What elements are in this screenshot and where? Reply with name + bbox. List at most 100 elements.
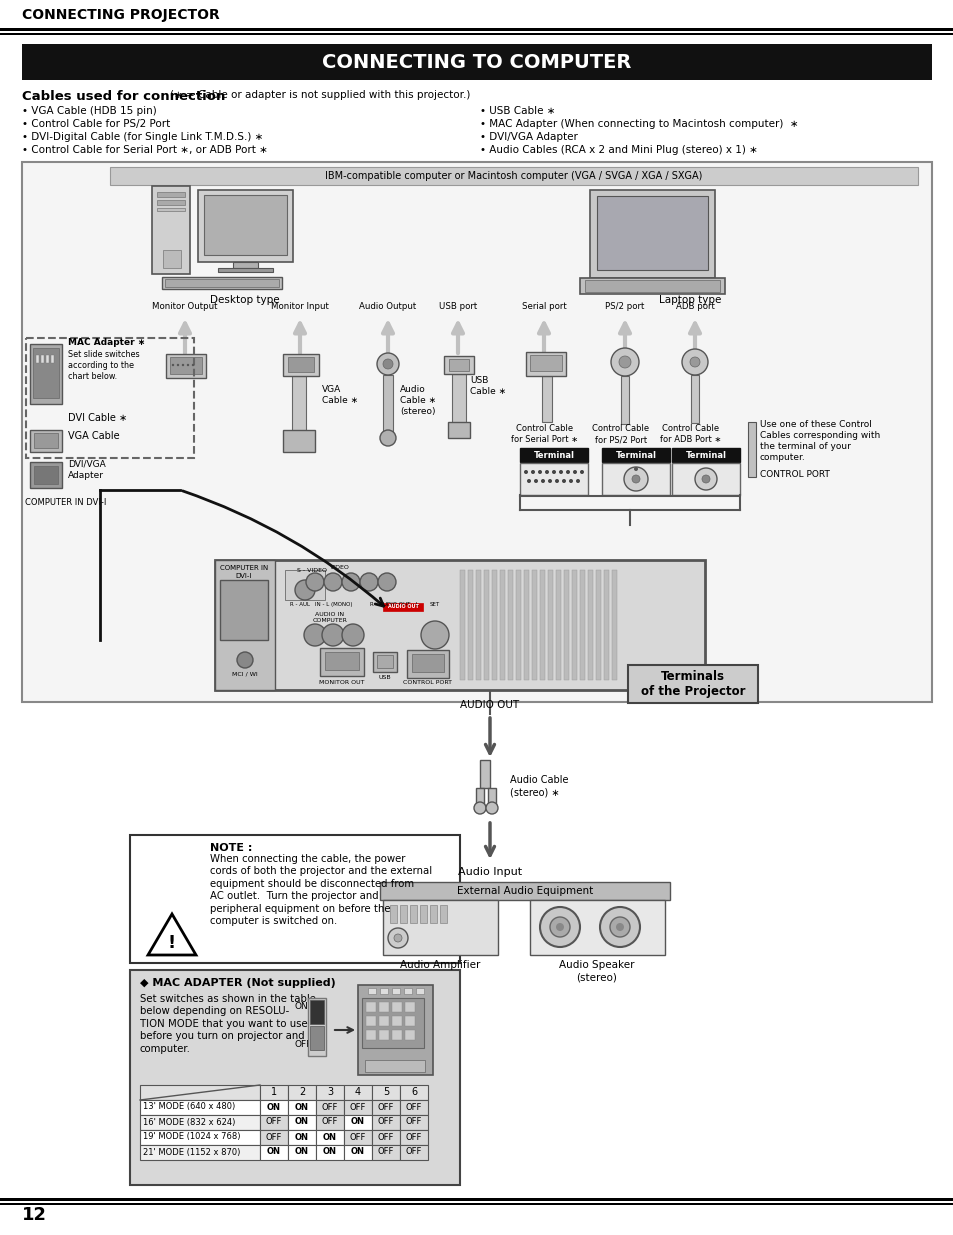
Text: COMPUTER IN DVI-I: COMPUTER IN DVI-I (25, 498, 107, 508)
Text: Audio Input: Audio Input (457, 867, 521, 877)
Text: USB
Cable ∗: USB Cable ∗ (470, 375, 506, 396)
Bar (288, 1145, 315, 1160)
Bar (344, 1130, 372, 1145)
Text: CONTROL PORT: CONTROL PORT (403, 680, 452, 685)
Bar (288, 1115, 315, 1130)
Text: Set switches as shown in the table
below depending on RESOLU-
TION MODE that you: Set switches as shown in the table below… (140, 994, 315, 1053)
Circle shape (681, 350, 707, 375)
Bar (288, 1130, 315, 1145)
Bar (366, 1016, 375, 1026)
Bar (539, 571, 544, 680)
Circle shape (558, 471, 562, 474)
Bar (516, 571, 520, 680)
Text: Terminal: Terminal (685, 451, 726, 459)
Text: OFF: OFF (377, 1147, 394, 1156)
Bar (30, 430, 62, 452)
Bar (140, 1130, 260, 1145)
Circle shape (187, 364, 189, 367)
Bar (405, 1002, 415, 1011)
Text: (∗ = Cable or adapter is not supplied with this projector.): (∗ = Cable or adapter is not supplied wi… (170, 90, 470, 100)
Bar (572, 571, 577, 680)
Text: VIDEO: VIDEO (330, 564, 350, 571)
Circle shape (550, 918, 569, 937)
Circle shape (561, 479, 565, 483)
Circle shape (609, 918, 629, 937)
Bar (443, 356, 474, 374)
Bar (308, 998, 326, 1056)
Text: OFF: OFF (350, 1103, 366, 1112)
Bar (410, 905, 416, 923)
Bar (157, 200, 185, 205)
Circle shape (176, 364, 179, 367)
Circle shape (172, 364, 174, 367)
Bar (483, 571, 489, 680)
Bar (34, 466, 58, 484)
Bar (452, 374, 465, 424)
Text: VGA Cable: VGA Cable (68, 431, 119, 441)
Bar (532, 571, 537, 680)
Text: DVI/VGA
Adapter: DVI/VGA Adapter (68, 459, 106, 480)
Bar (162, 277, 282, 289)
Bar (747, 422, 755, 477)
Text: ON: ON (267, 1103, 281, 1112)
Text: 12: 12 (22, 1207, 47, 1224)
Text: ON: ON (351, 1147, 365, 1156)
Bar (530, 900, 664, 955)
Bar (288, 1086, 315, 1100)
Text: 4: 4 (355, 1087, 360, 1097)
Bar (373, 601, 422, 613)
Text: Terminal: Terminal (533, 451, 574, 459)
Text: 21' MODE (1152 x 870): 21' MODE (1152 x 870) (143, 1147, 240, 1156)
Bar (547, 571, 553, 680)
Text: • MAC Adapter (When connecting to Macintosh computer)  ∗: • MAC Adapter (When connecting to Macint… (479, 119, 798, 128)
Text: 2: 2 (298, 1087, 305, 1097)
Circle shape (388, 927, 408, 948)
Text: !: ! (168, 934, 176, 952)
Text: • VGA Cable (HDB 15 pin): • VGA Cable (HDB 15 pin) (22, 106, 156, 116)
Text: R - AUL: R - AUL (290, 601, 310, 606)
Text: ON: ON (267, 1147, 281, 1156)
Text: Cables used for connection: Cables used for connection (22, 90, 225, 103)
Bar (36, 354, 39, 363)
Bar (399, 1115, 428, 1130)
Text: Audio Amplifier: Audio Amplifier (399, 960, 479, 969)
Text: ON: ON (323, 1132, 336, 1141)
Circle shape (420, 621, 449, 650)
Bar (399, 1086, 428, 1100)
Bar (373, 652, 396, 672)
Bar (51, 354, 54, 363)
Circle shape (616, 923, 623, 931)
Circle shape (306, 573, 324, 592)
Bar (403, 988, 412, 994)
Bar (315, 1130, 344, 1145)
Bar (690, 375, 699, 424)
Text: USB port: USB port (438, 303, 476, 311)
Circle shape (182, 364, 184, 367)
Circle shape (474, 802, 485, 814)
Bar (170, 357, 202, 374)
Bar (260, 1145, 288, 1160)
Bar (601, 448, 669, 462)
Bar (620, 375, 628, 424)
Text: • DVI/VGA Adapter: • DVI/VGA Adapter (479, 132, 578, 142)
Text: • Control Cable for Serial Port ∗, or ADB Port ∗: • Control Cable for Serial Port ∗, or AD… (22, 144, 268, 156)
Bar (603, 571, 608, 680)
Text: Monitor Output: Monitor Output (152, 303, 217, 311)
Text: NOTE :: NOTE : (210, 844, 253, 853)
Text: • DVI-Digital Cable (for Single Link T.M.D.S.) ∗: • DVI-Digital Cable (for Single Link T.M… (22, 132, 263, 142)
Circle shape (573, 471, 577, 474)
Bar (260, 1100, 288, 1115)
Bar (140, 1100, 260, 1115)
Text: Control Cable
for ADB Port ∗: Control Cable for ADB Port ∗ (659, 424, 720, 445)
Circle shape (565, 471, 569, 474)
Bar (366, 1030, 375, 1040)
Text: OFF: OFF (405, 1118, 422, 1126)
Text: OFF: OFF (350, 1132, 366, 1141)
Bar (563, 571, 568, 680)
Bar (288, 357, 314, 372)
Bar (30, 345, 62, 404)
Text: ON: ON (323, 1147, 336, 1156)
Text: OFF: OFF (294, 1040, 312, 1049)
Text: OFF: OFF (377, 1118, 394, 1126)
Bar (379, 882, 669, 900)
